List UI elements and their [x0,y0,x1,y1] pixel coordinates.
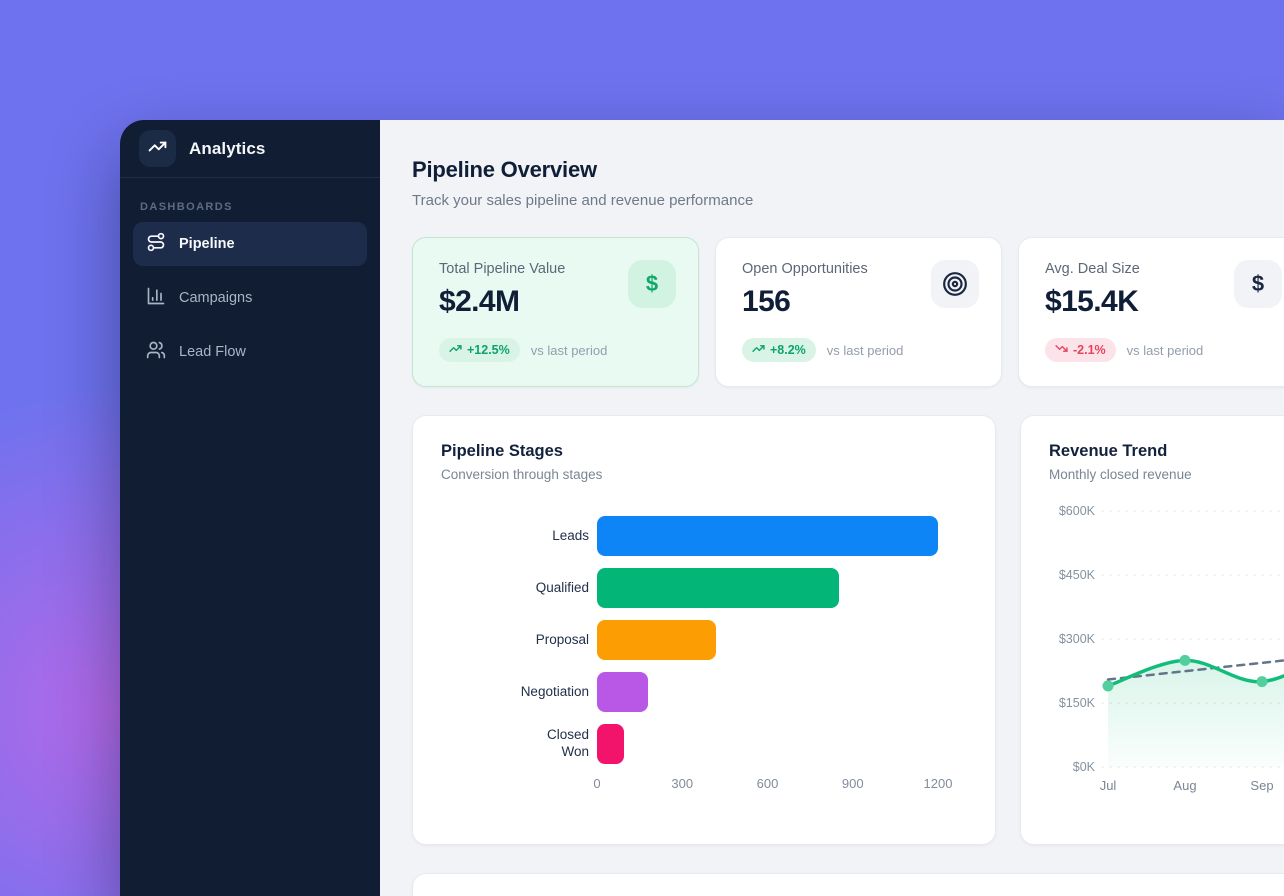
bar-track [597,620,938,660]
sidebar-item-pipeline[interactable]: Pipeline [133,222,367,266]
y-axis-label: $300K [1059,632,1096,646]
delta-badge: -2.1% [1045,338,1116,362]
x-axis-tick: 300 [671,776,694,791]
data-point[interactable] [1102,680,1114,692]
x-axis-label: Aug [1173,778,1196,793]
compare-label: vs last period [1126,342,1204,358]
trending-up-icon [148,137,167,161]
data-point[interactable] [1179,654,1191,666]
revenue-trend-chart[interactable]: $0K $150K $300K $450K $600K Jul Aug Sep [1049,490,1284,802]
app-window: Analytics DASHBOARDS Pipeline Campaigns [120,120,1284,896]
compare-label: vs last period [530,342,608,358]
bar-row: Closed Won [441,724,967,764]
trendline [1106,659,1284,681]
kpi-value: $2.4M [439,285,520,318]
delta-badge: +12.5% [439,338,520,362]
bar-label: Closed Won [546,727,589,759]
x-axis-label: Sep [1250,778,1273,793]
partially-visible-card [412,873,1284,896]
pipeline-stages-card: Pipeline Stages Conversion through stage… [412,415,996,845]
kpi-delta-row: -2.1% vs last period [1045,338,1278,362]
trending-up-icon [449,342,462,358]
y-axis-label: $0K [1073,760,1096,774]
bar-row: Negotiation [441,672,967,712]
bar-track [597,568,938,608]
page-title: Pipeline Overview [412,157,597,182]
kpi-value: 156 [742,285,791,318]
stage-bar[interactable] [597,724,624,764]
trending-up-icon [752,342,765,358]
kpi-label: Total Pipeline Value [439,261,566,277]
sidebar: Analytics DASHBOARDS Pipeline Campaigns [120,120,380,896]
bar-label: Negotiation [520,683,589,699]
kpi-card-avg-deal-size: Avg. Deal Size $15.4K $ -2.1% vs last pe… [1018,237,1284,387]
bar-row: Proposal [441,620,967,660]
app-title: Analytics [189,138,266,158]
bar-label: Leads [552,527,589,543]
kpi-value: $15.4K [1045,285,1139,318]
dollar-icon: $ [1234,260,1282,308]
sidebar-item-label: Campaigns [179,290,253,306]
x-axis-tick: 600 [756,776,779,791]
x-axis-tick: 0 [593,776,601,791]
sidebar-item-lead-flow[interactable]: Lead Flow [133,330,367,374]
target-icon [931,260,979,308]
y-axis-label: $450K [1059,568,1096,582]
x-axis-label: Jul [1100,778,1117,793]
users-icon [146,340,166,364]
kpi-label: Avg. Deal Size [1045,261,1140,277]
kpi-label: Open Opportunities [742,261,868,277]
route-icon [146,232,166,256]
bar-track [597,672,938,712]
chart-subtitle: Monthly closed revenue [1049,467,1192,482]
sidebar-item-label: Pipeline [179,236,235,252]
stage-bar[interactable] [597,672,649,712]
stage-bar[interactable] [597,620,717,660]
delta-badge: +8.2% [742,338,816,362]
data-point[interactable] [1256,676,1268,688]
chart-title: Pipeline Stages [441,442,563,460]
kpi-card-total-pipeline-value: Total Pipeline Value $2.4M $ +12.5% vs l… [412,237,699,387]
y-axis-label: $150K [1059,696,1096,710]
stage-bar[interactable] [597,516,938,556]
bar-label: Proposal [535,631,589,647]
sidebar-item-label: Lead Flow [179,344,246,360]
x-axis-tick: 1200 [923,776,953,791]
bar-track [597,516,938,556]
x-axis-tick: 900 [841,776,864,791]
revenue-line [1106,658,1284,688]
bar-track [597,724,938,764]
sidebar-section-label: DASHBOARDS [140,201,233,213]
revenue-area [1108,660,1284,767]
page-subtitle: Track your sales pipeline and revenue pe… [412,192,754,209]
charts-row: Pipeline Stages Conversion through stage… [412,415,1284,845]
compare-label: vs last period [826,342,904,358]
bar-row: Leads [441,516,967,556]
chart-subtitle: Conversion through stages [441,467,603,482]
dollar-icon: $ [628,260,676,308]
bar-chart-icon [146,286,166,310]
revenue-trend-card: Revenue Trend Monthly closed revenue $0K… [1020,415,1284,845]
sidebar-item-campaigns[interactable]: Campaigns [133,276,367,320]
kpi-card-open-opportunities: Open Opportunities 156 +8.2% vs last per… [715,237,1002,387]
bar-row: Qualified [441,568,967,608]
y-axis-label: $600K [1059,504,1096,518]
kpi-delta-row: +8.2% vs last period [742,338,975,362]
trending-down-icon [1055,342,1068,358]
sidebar-header: Analytics [120,120,380,178]
x-axis: 0 300 600 900 1200 [593,776,952,794]
sidebar-nav: Pipeline Campaigns Lead Flow [120,222,380,374]
analytics-logo [139,130,176,167]
chart-title: Revenue Trend [1049,442,1168,460]
kpi-delta-row: +12.5% vs last period [439,338,672,362]
bar-label: Qualified [535,579,589,595]
stage-bar[interactable] [597,568,839,608]
main-content: Pipeline Overview Track your sales pipel… [380,120,1284,896]
kpi-row: Total Pipeline Value $2.4M $ +12.5% vs l… [412,237,1284,387]
pipeline-stages-chart: Leads Qualified Proposal Negotiation Closed … [441,516,967,764]
